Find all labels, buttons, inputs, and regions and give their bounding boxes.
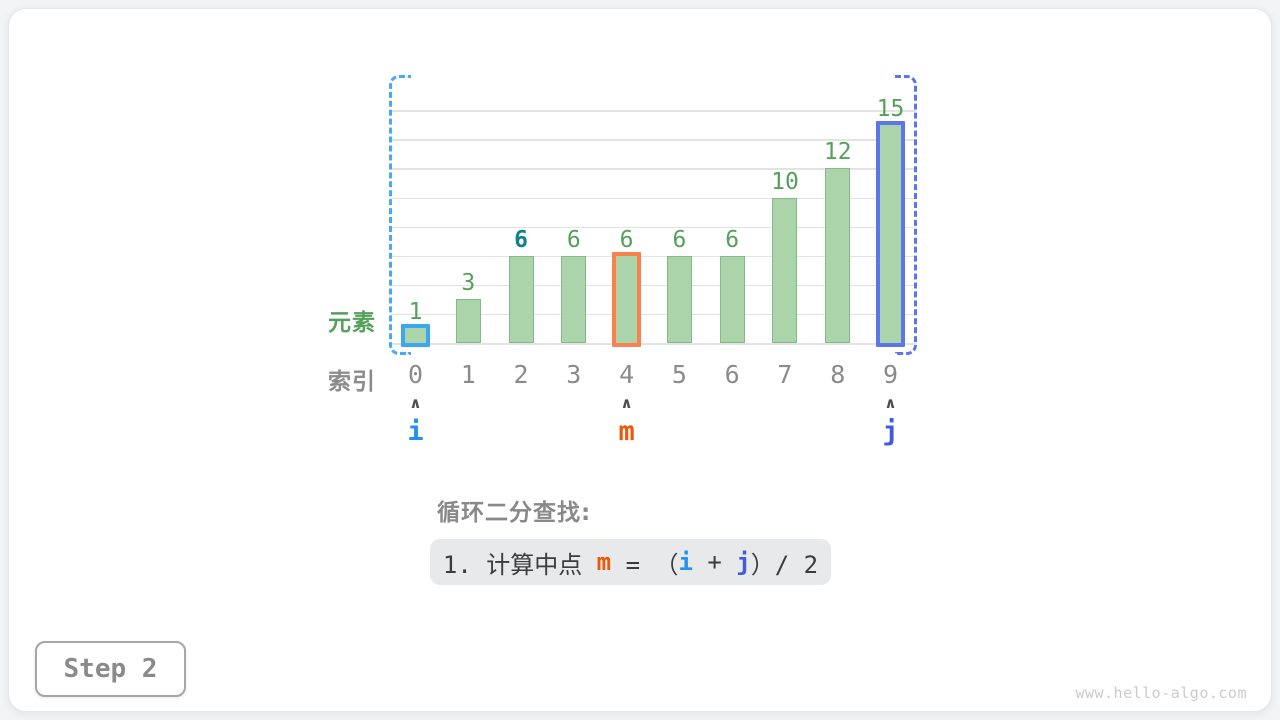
bar-value-label: 6 <box>514 226 528 253</box>
pointer-caret-m: ∧ <box>620 394 633 412</box>
bar-index-2 <box>508 255 534 343</box>
formula-segment: ）/ 2 <box>750 550 819 579</box>
range-bracket-right <box>895 75 917 355</box>
bar-value-label: 6 <box>619 226 634 253</box>
bar-index-4 <box>612 251 642 347</box>
bar-value-label: 1 <box>408 299 423 326</box>
bar-index-label: 7 <box>777 360 793 389</box>
bar-index-6 <box>719 255 745 343</box>
formula-segment: m <box>596 548 612 576</box>
bar-index-label: 2 <box>513 360 529 389</box>
bar-index-label: 0 <box>407 360 424 389</box>
bar-index-9 <box>876 120 906 347</box>
pointer-label-m: m <box>618 416 635 447</box>
bar-value-label: 6 <box>566 226 581 253</box>
bar-value-label: 10 <box>771 168 799 195</box>
bar-index-label: 1 <box>460 360 476 389</box>
bar-index-label: 6 <box>724 360 740 389</box>
gridline <box>390 139 916 141</box>
bar-value-label: 15 <box>876 95 905 122</box>
watermark: www.hello-algo.com <box>1075 684 1247 702</box>
bar-value-label: 3 <box>461 270 476 297</box>
gridline <box>390 110 916 112</box>
bar-index-3 <box>561 255 587 343</box>
bar-value-label: 12 <box>823 139 852 166</box>
gridline <box>390 168 916 170</box>
pointer-caret-i: ∧ <box>409 394 422 412</box>
gridline <box>390 255 916 258</box>
figure-card <box>8 8 1272 712</box>
bar-index-8 <box>825 168 851 343</box>
pointer-label-i: i <box>407 416 424 447</box>
pointer-caret-j: ∧ <box>884 394 897 412</box>
bar-index-label: 5 <box>671 360 687 389</box>
formula-box: 1. 计算中点 m = （i + j ）/ 2 <box>430 539 831 585</box>
gridline <box>390 226 916 229</box>
range-bracket-left <box>389 75 411 355</box>
bar-index-5 <box>666 255 692 343</box>
gridline <box>390 313 916 316</box>
gridline <box>390 284 916 287</box>
bar-index-label: 9 <box>882 360 899 389</box>
gridline <box>390 197 916 199</box>
indices-row-label: 索引 <box>328 369 376 395</box>
formula-segment: 1. 计算中点 <box>442 550 597 579</box>
bar-index-label: 4 <box>619 360 635 389</box>
bar-value-label: 6 <box>725 226 740 253</box>
formula-segment: j <box>736 548 751 576</box>
step-badge: Step 2 <box>35 641 186 697</box>
bar-index-label: 8 <box>830 360 846 389</box>
gridline <box>390 343 916 345</box>
bar-index-1 <box>455 299 481 343</box>
bar-index-7 <box>772 197 798 343</box>
elements-row-label: 元素 <box>328 310 376 336</box>
formula-segment: + <box>692 548 737 576</box>
formula-segment: i <box>678 548 693 576</box>
pointer-label-j: j <box>882 416 899 447</box>
bar-index-0 <box>401 324 430 347</box>
bar-index-label: 3 <box>566 360 582 389</box>
formula-segment: = （ <box>611 550 679 579</box>
bar-value-label: 6 <box>672 226 687 253</box>
section-title: 循环二分查找: <box>437 500 592 526</box>
